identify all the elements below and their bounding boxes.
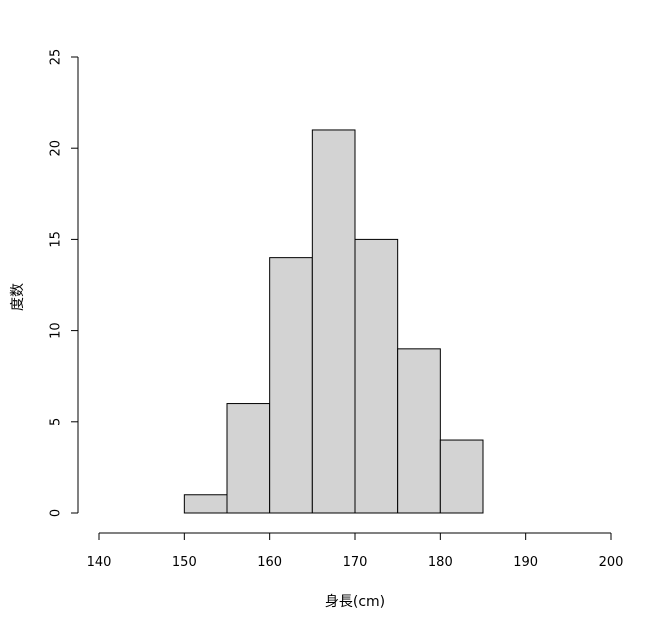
- y-axis-label: 度数: [10, 283, 26, 311]
- histogram-bar-160-165: [269, 257, 313, 514]
- histogram-bar-170-175: [354, 238, 399, 514]
- x-tick-label: 190: [513, 555, 538, 570]
- x-tick-label: 180: [428, 555, 453, 570]
- y-tick-label: 15: [49, 231, 64, 248]
- x-tick-label: 170: [343, 555, 368, 570]
- x-tick-label: 200: [599, 555, 624, 570]
- x-axis: 140 150 160 170 180 190 200: [87, 532, 624, 570]
- bars-group: [183, 129, 484, 514]
- y-tick-label: 5: [49, 418, 64, 426]
- y-tick-label: 0: [49, 509, 64, 517]
- histogram-bar-165-170: [311, 129, 356, 514]
- x-axis-label: 身長(cm): [325, 594, 385, 610]
- x-tick-label: 160: [257, 555, 282, 570]
- y-axis: 0 5 10 15 20 25: [49, 49, 79, 517]
- histogram-bar-155-160: [226, 403, 271, 514]
- x-tick-label: 150: [172, 555, 197, 570]
- histogram-bar-175-180: [397, 348, 441, 514]
- y-tick-label: 20: [49, 140, 64, 157]
- x-tick-label: 140: [87, 555, 112, 570]
- y-tick-label: 25: [49, 49, 64, 66]
- y-tick-label: 10: [49, 322, 64, 339]
- histogram-bar-150-155: [183, 494, 228, 514]
- histogram-bar-180-185: [439, 439, 484, 514]
